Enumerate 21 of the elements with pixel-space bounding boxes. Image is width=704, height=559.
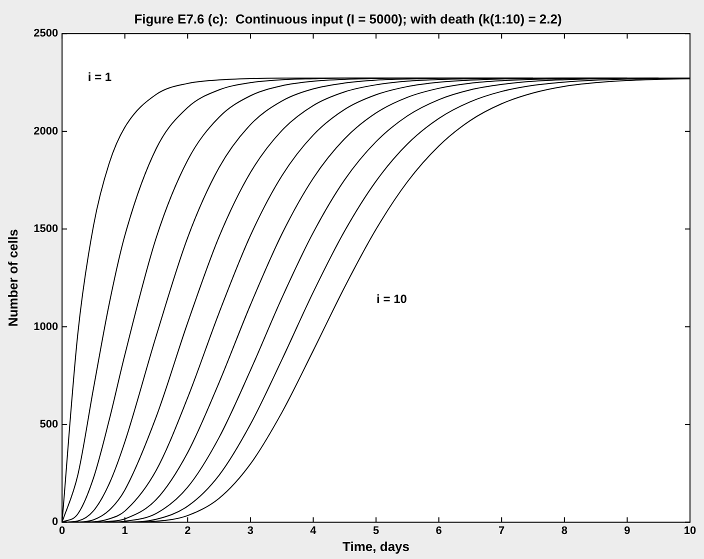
x-tick-label: 3 — [247, 524, 254, 537]
x-tick-label: 8 — [561, 524, 568, 537]
y-tick-label: 2500 — [34, 28, 58, 40]
annotation: i = 1 — [88, 70, 112, 84]
x-tick-label: 4 — [310, 524, 318, 537]
x-tick-label: 1 — [122, 524, 128, 537]
y-tick-label: 1500 — [34, 223, 58, 236]
x-tick-label: 2 — [184, 524, 191, 537]
annotation: i = 10 — [376, 292, 408, 306]
y-tick-label: 1000 — [34, 320, 58, 333]
x-axis-title: Time, days — [342, 538, 410, 554]
y-tick-label: 0 — [52, 516, 58, 528]
y-tick-label: 2000 — [34, 125, 58, 138]
x-tick-label: 10 — [684, 524, 696, 537]
x-tick-label: 6 — [436, 524, 442, 537]
y-tick-label: 500 — [40, 418, 58, 431]
x-tick-label: 5 — [372, 524, 380, 537]
y-axis-title: Number of cells — [5, 229, 20, 327]
x-tick-label: 7 — [498, 524, 505, 537]
chart-title: Figure E7.6 (c): Continuous input (I = 5000); with death (k(1:10) = 2.2) — [134, 11, 562, 26]
x-tick-label: 9 — [624, 524, 630, 537]
